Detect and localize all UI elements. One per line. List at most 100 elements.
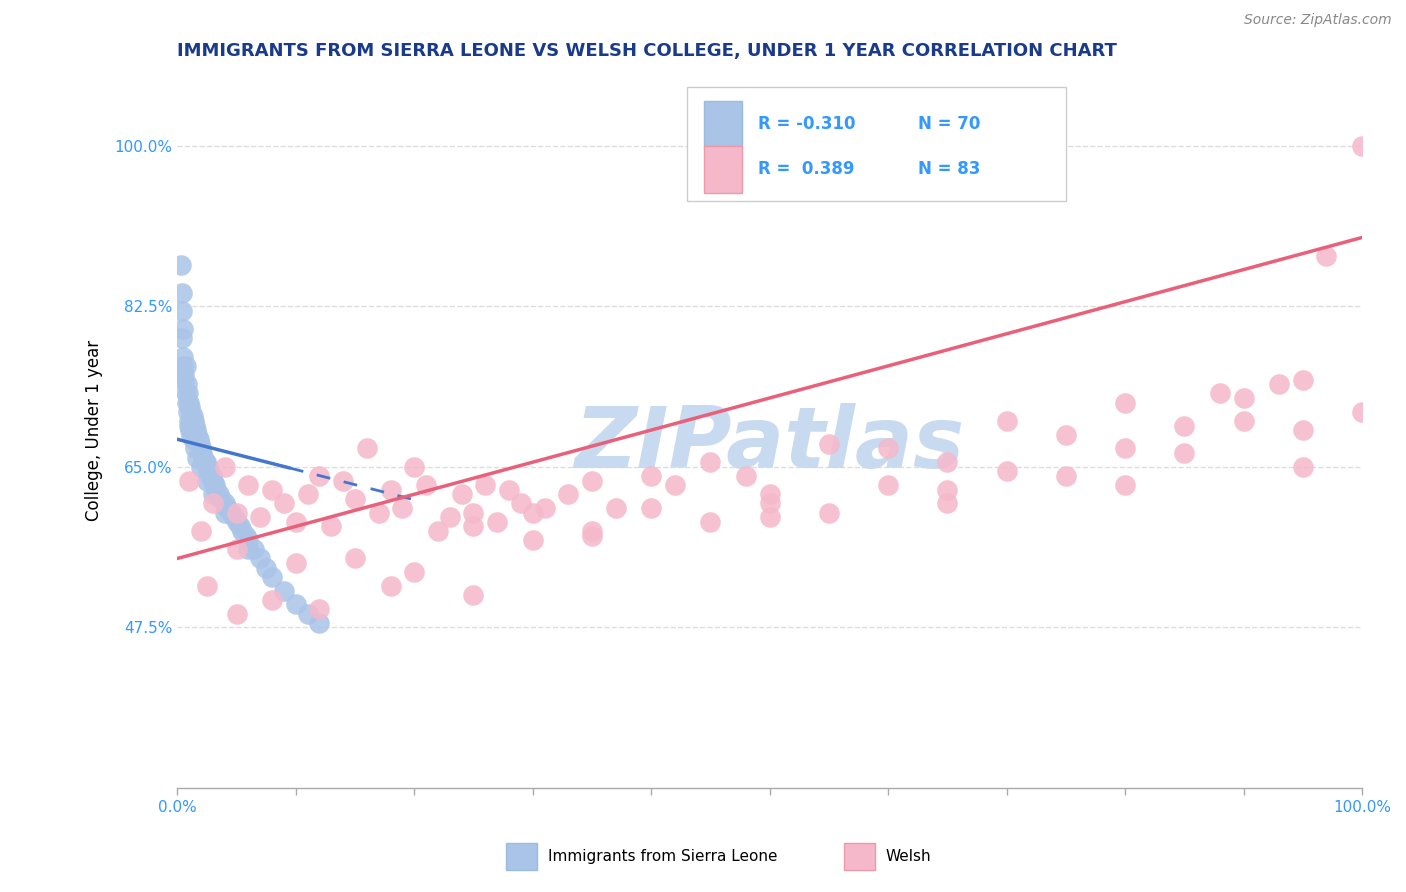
- Point: [195, 579, 218, 593]
- Point: [179, 474, 201, 488]
- Point: [1292, 423, 1315, 437]
- Point: [273, 496, 295, 510]
- Point: [1173, 418, 1195, 433]
- Text: N = 83: N = 83: [918, 160, 980, 178]
- Point: [936, 483, 959, 497]
- Text: R = -0.310: R = -0.310: [758, 115, 855, 133]
- Point: [297, 487, 319, 501]
- Point: [205, 483, 228, 497]
- Point: [735, 469, 758, 483]
- Point: [1173, 446, 1195, 460]
- Point: [235, 528, 257, 542]
- Point: [1232, 391, 1254, 405]
- Point: [332, 474, 354, 488]
- Point: [170, 304, 193, 318]
- FancyBboxPatch shape: [686, 87, 1066, 202]
- Point: [181, 432, 204, 446]
- Point: [426, 524, 449, 538]
- Point: [439, 510, 461, 524]
- Point: [214, 506, 236, 520]
- Point: [640, 469, 662, 483]
- Point: [818, 506, 841, 520]
- Bar: [704, 146, 742, 193]
- Text: Welsh: Welsh: [886, 849, 931, 863]
- Point: [284, 598, 307, 612]
- Point: [1114, 395, 1136, 409]
- Point: [1232, 414, 1254, 428]
- Point: [179, 423, 201, 437]
- Point: [173, 373, 195, 387]
- Point: [1315, 249, 1337, 263]
- Point: [758, 510, 780, 524]
- Text: IMMIGRANTS FROM SIERRA LEONE VS WELSH COLLEGE, UNDER 1 YEAR CORRELATION CHART: IMMIGRANTS FROM SIERRA LEONE VS WELSH CO…: [177, 42, 1118, 60]
- Point: [1292, 373, 1315, 387]
- Text: ZIPatlas: ZIPatlas: [575, 403, 965, 486]
- Point: [225, 506, 247, 520]
- Point: [995, 464, 1018, 478]
- Point: [170, 331, 193, 345]
- Point: [193, 455, 215, 469]
- Point: [224, 510, 246, 524]
- Point: [463, 588, 485, 602]
- Point: [380, 579, 402, 593]
- Point: [273, 583, 295, 598]
- Point: [191, 446, 214, 460]
- Point: [195, 459, 218, 474]
- Point: [486, 515, 509, 529]
- Point: [995, 414, 1018, 428]
- Point: [936, 455, 959, 469]
- Point: [308, 469, 330, 483]
- Point: [188, 437, 211, 451]
- Point: [243, 542, 266, 557]
- Point: [1351, 405, 1374, 419]
- Point: [200, 469, 222, 483]
- Point: [297, 607, 319, 621]
- Text: Source: ZipAtlas.com: Source: ZipAtlas.com: [1244, 13, 1392, 28]
- Point: [1054, 469, 1077, 483]
- Point: [1268, 377, 1291, 392]
- Point: [238, 533, 260, 548]
- Point: [184, 418, 207, 433]
- Point: [209, 491, 232, 506]
- Point: [214, 459, 236, 474]
- Point: [238, 542, 260, 557]
- Point: [225, 542, 247, 557]
- Point: [260, 592, 283, 607]
- Point: [194, 455, 217, 469]
- Point: [284, 515, 307, 529]
- Point: [877, 478, 900, 492]
- Point: [177, 386, 200, 401]
- Point: [176, 377, 198, 392]
- Point: [201, 474, 224, 488]
- Point: [522, 506, 544, 520]
- Point: [640, 501, 662, 516]
- Point: [699, 455, 721, 469]
- Point: [581, 524, 603, 538]
- Point: [181, 409, 204, 424]
- Y-axis label: College, Under 1 year: College, Under 1 year: [86, 340, 103, 521]
- Point: [201, 469, 224, 483]
- Point: [758, 487, 780, 501]
- Point: [197, 459, 219, 474]
- Point: [463, 506, 485, 520]
- Point: [664, 478, 686, 492]
- Point: [533, 501, 555, 516]
- Point: [215, 501, 238, 516]
- Point: [581, 474, 603, 488]
- Point: [190, 524, 212, 538]
- Point: [308, 615, 330, 630]
- Point: [758, 496, 780, 510]
- Point: [391, 501, 413, 516]
- Point: [184, 442, 207, 456]
- Point: [177, 405, 200, 419]
- Point: [195, 474, 218, 488]
- Point: [179, 414, 201, 428]
- Point: [225, 607, 247, 621]
- Point: [308, 602, 330, 616]
- Point: [172, 359, 194, 373]
- Point: [201, 496, 224, 510]
- Point: [187, 432, 209, 446]
- Point: [404, 566, 426, 580]
- Point: [343, 551, 366, 566]
- Point: [260, 570, 283, 584]
